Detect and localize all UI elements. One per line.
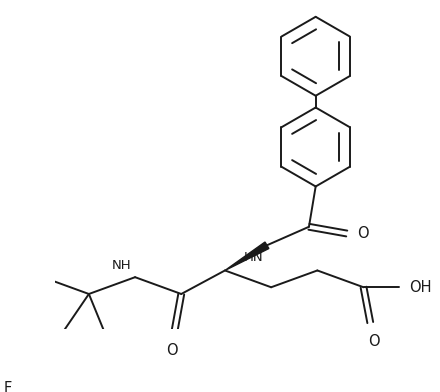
Text: OH: OH <box>409 280 431 295</box>
Text: HN: HN <box>244 250 264 263</box>
Text: O: O <box>166 343 178 358</box>
Polygon shape <box>225 242 269 270</box>
Text: O: O <box>357 226 368 241</box>
Text: NH: NH <box>111 259 131 272</box>
Text: O: O <box>368 334 379 349</box>
Text: F: F <box>3 381 11 392</box>
